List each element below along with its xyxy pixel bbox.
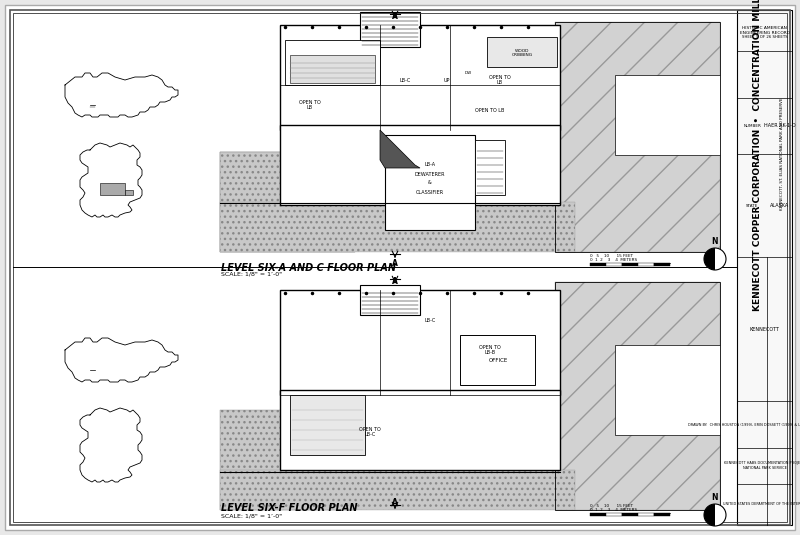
Text: OPEN TO
LB-C: OPEN TO LB-C xyxy=(359,426,381,438)
Bar xyxy=(125,190,133,195)
Text: LB-C: LB-C xyxy=(424,317,436,323)
Text: ALASKA: ALASKA xyxy=(770,203,790,208)
Text: A: A xyxy=(392,277,398,286)
Text: 0  1  2    3    4  METERS: 0 1 2 3 4 METERS xyxy=(590,258,637,262)
Bar xyxy=(555,22,720,252)
Text: DRAWN BY:  CHRIS HOUSTON (1999), ERIN DOSSETT (1999) & LAURA HOUSTON (2000): DRAWN BY: CHRIS HOUSTON (1999), ERIN DOS… xyxy=(688,423,800,426)
Text: HANCOCK JIG: HANCOCK JIG xyxy=(317,60,350,65)
Bar xyxy=(590,263,606,266)
Bar xyxy=(100,183,125,195)
Bar xyxy=(606,513,622,516)
Bar xyxy=(590,513,606,516)
Text: KENNECOTT: KENNECOTT xyxy=(750,327,779,332)
Bar xyxy=(280,125,560,205)
Text: A: A xyxy=(392,259,398,268)
Text: KENNECOTT, ST. ELIAS NATIONAL PARK AND PRESERVE: KENNECOTT, ST. ELIAS NATIONAL PARK AND P… xyxy=(780,98,784,210)
Bar xyxy=(360,285,420,315)
Text: LEVEL SIX-A AND C FLOOR PLAN: LEVEL SIX-A AND C FLOOR PLAN xyxy=(221,263,396,273)
Bar xyxy=(280,25,560,130)
Text: SCALE: 1/8" = 1’-0": SCALE: 1/8" = 1’-0" xyxy=(221,271,282,276)
Bar xyxy=(555,282,720,510)
Text: LEVEL SIX-F FLOOR PLAN: LEVEL SIX-F FLOOR PLAN xyxy=(221,503,358,513)
Bar xyxy=(220,202,575,252)
Bar xyxy=(615,345,720,435)
Bar xyxy=(280,290,560,395)
Bar xyxy=(220,410,355,510)
Text: KENNECOTT COPPER CORPORATION  •  CONCENTRATION MILL: KENNECOTT COPPER CORPORATION • CONCENTRA… xyxy=(754,0,762,311)
Bar xyxy=(638,263,654,266)
Polygon shape xyxy=(704,248,715,270)
Text: N: N xyxy=(712,237,718,246)
Text: OFFICE: OFFICE xyxy=(488,357,508,363)
Bar xyxy=(487,37,557,67)
Bar xyxy=(654,513,670,516)
Text: LB-C: LB-C xyxy=(399,78,410,82)
Text: DEWATERER: DEWATERER xyxy=(414,172,446,178)
Bar xyxy=(555,22,720,252)
Text: KENNECOTT HABS DOCUMENTATION PROJECT
NATIONAL PARK SERVICE: KENNECOTT HABS DOCUMENTATION PROJECT NAT… xyxy=(724,462,800,470)
Bar xyxy=(220,152,355,252)
Text: OPEN TO LB: OPEN TO LB xyxy=(475,108,505,112)
Text: 0  1  2    3    4  METERS: 0 1 2 3 4 METERS xyxy=(590,508,637,512)
Text: UNITED STATES DEPARTMENT OF THE INTERIOR: UNITED STATES DEPARTMENT OF THE INTERIOR xyxy=(722,502,800,507)
Text: 0   5    10      15 FEET: 0 5 10 15 FEET xyxy=(590,254,633,258)
Bar xyxy=(385,135,475,230)
Bar xyxy=(622,263,638,266)
Text: A: A xyxy=(392,498,398,507)
Bar xyxy=(638,513,654,516)
Bar xyxy=(737,10,792,525)
Bar xyxy=(615,75,720,155)
Bar xyxy=(280,390,560,470)
Text: SCALE: 1/8" = 1’-0": SCALE: 1/8" = 1’-0" xyxy=(221,514,282,519)
Bar xyxy=(290,55,375,83)
Bar xyxy=(290,395,365,455)
Bar xyxy=(460,335,535,385)
Text: A: A xyxy=(392,12,398,21)
Polygon shape xyxy=(704,504,715,526)
Text: NUMBER: NUMBER xyxy=(743,124,761,128)
Text: CLASSIFIER: CLASSIFIER xyxy=(416,189,444,195)
Bar xyxy=(606,263,622,266)
Text: OPEN TO
LB: OPEN TO LB xyxy=(489,74,511,86)
Bar xyxy=(475,140,505,195)
Text: OPEN TO
LB-B: OPEN TO LB-B xyxy=(479,345,501,355)
Text: LB-A: LB-A xyxy=(425,163,435,167)
Bar xyxy=(220,152,355,252)
Text: &: & xyxy=(428,180,432,186)
Text: SHEET 9 OF 26 SHEETS: SHEET 9 OF 26 SHEETS xyxy=(742,35,787,39)
Bar xyxy=(220,470,575,510)
Text: OPEN TO
LB: OPEN TO LB xyxy=(299,100,321,110)
Text: UP: UP xyxy=(444,78,450,82)
Bar xyxy=(654,263,670,266)
Text: N: N xyxy=(712,493,718,502)
Polygon shape xyxy=(380,130,420,168)
Text: DW: DW xyxy=(464,71,472,75)
Bar xyxy=(622,513,638,516)
Text: STATE: STATE xyxy=(746,204,758,208)
Circle shape xyxy=(704,248,726,270)
Text: HISTORIC AMERICAN
ENGINEERING RECORD: HISTORIC AMERICAN ENGINEERING RECORD xyxy=(739,26,790,35)
Text: HAER AK-1-D: HAER AK-1-D xyxy=(764,124,795,128)
Text: WOOD
CRIBBING: WOOD CRIBBING xyxy=(511,49,533,57)
Bar xyxy=(285,40,380,85)
Circle shape xyxy=(704,504,726,526)
Text: 0   5    10      15 FEET: 0 5 10 15 FEET xyxy=(590,504,633,508)
Bar xyxy=(555,282,720,510)
Bar xyxy=(360,12,420,47)
